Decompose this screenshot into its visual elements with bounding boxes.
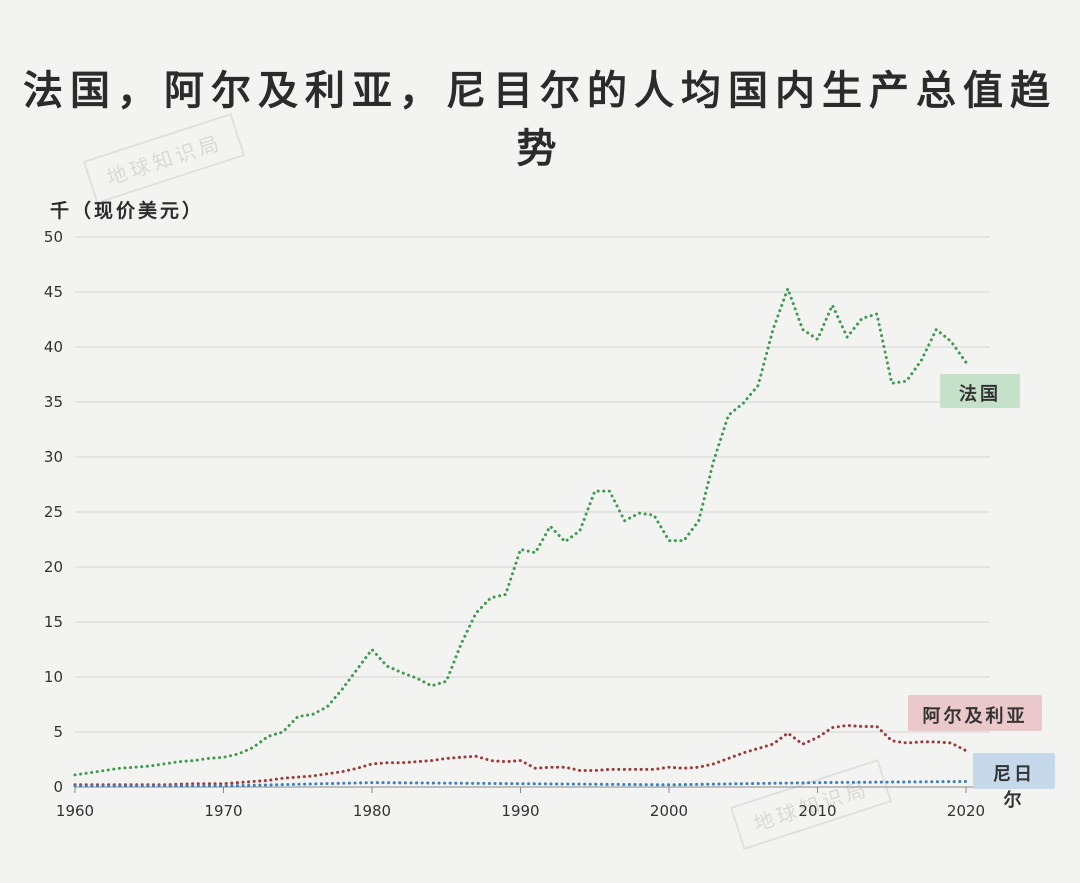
y-tick-label: 30 — [44, 448, 63, 466]
chart-title: 法国，阿尔及利亚，尼目尔的人均国内生产总值趋势 — [23, 68, 1057, 172]
y-axis-label: 千（现价美元） — [50, 200, 205, 222]
series-line-algeria — [73, 723, 968, 787]
x-tick-label: 2010 — [798, 802, 836, 820]
series-label-algeria: 阿尔及利亚 — [908, 695, 1042, 731]
x-tick-label: 2000 — [650, 802, 688, 820]
y-tick-label: 15 — [44, 613, 63, 631]
x-tick-label: 1980 — [353, 802, 391, 820]
x-tick-label: 1970 — [204, 802, 242, 820]
y-tick-label: 40 — [44, 338, 63, 356]
y-tick-label: 35 — [44, 393, 63, 411]
x-tick-label: 2020 — [947, 802, 985, 820]
y-tick-label: 50 — [44, 228, 63, 246]
series-label-niger: 尼日尔 — [973, 753, 1055, 811]
series-line-france — [73, 287, 968, 777]
x-tick-label: 1990 — [501, 802, 539, 820]
y-tick-label: 20 — [44, 558, 63, 576]
y-tick-label: 0 — [53, 778, 63, 796]
y-tick-label: 5 — [53, 723, 63, 741]
y-tick-label: 45 — [44, 283, 63, 301]
y-tick-label: 10 — [44, 668, 63, 686]
x-tick-label: 1960 — [56, 802, 94, 820]
y-tick-label: 25 — [44, 503, 63, 521]
series-label-france: 法国 — [940, 374, 1020, 408]
